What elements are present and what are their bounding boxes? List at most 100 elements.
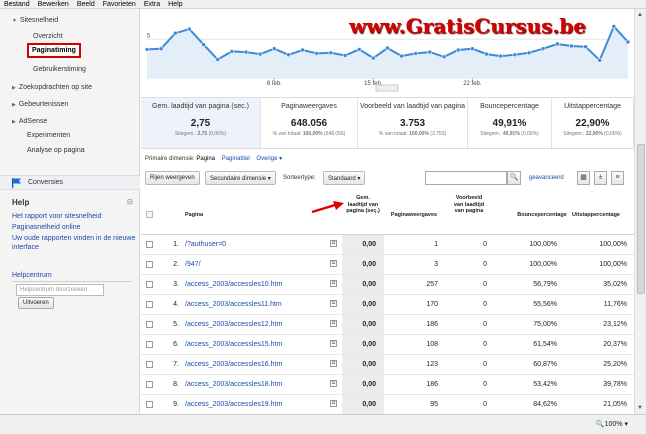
row-checkbox[interactable] <box>146 301 153 308</box>
pivot-view-icon[interactable]: ≡ <box>611 171 624 185</box>
menu-bewerken[interactable]: Bewerken <box>37 0 69 8</box>
sidebar-item-gebruikerstiming[interactable]: Gebruikerstiming <box>33 66 86 73</box>
cell-pageviews: 95 <box>430 401 438 408</box>
header-sample[interactable]: Voorbeeld van laadtijd van pagina <box>453 195 485 214</box>
table-row[interactable]: 3. /access_2003/accessles10.htm ⧉ 0,00 257 0 5… <box>141 275 634 295</box>
metric-label: Uitstappercentage <box>564 103 621 110</box>
scrollbar-thumb[interactable] <box>637 144 645 294</box>
page-link[interactable]: /access_2003/accessles11.htm <box>185 301 282 308</box>
page-link[interactable]: /access_2003/accessles16.htm <box>185 361 283 368</box>
page-link[interactable]: /access_2003/accessles18.htm <box>185 381 283 388</box>
page-link[interactable]: /access_2003/accessles15.htm <box>185 341 283 348</box>
page-link[interactable]: /947/ <box>185 261 201 268</box>
open-external-icon[interactable]: ⧉ <box>330 400 337 407</box>
row-checkbox[interactable] <box>146 321 153 328</box>
row-checkbox[interactable] <box>146 381 153 388</box>
cell-loadtime: 0,00 <box>362 241 376 248</box>
help-link-paginasnelheid[interactable]: Paginasnelheid online <box>12 224 81 231</box>
table-row[interactable]: 4. /access_2003/accessles11.htm ⧉ 0,00 170 0 5… <box>141 295 634 315</box>
search-icon[interactable]: 🔍 <box>507 171 521 185</box>
header-bounce[interactable]: Bouncepercentage <box>517 212 567 218</box>
open-external-icon[interactable]: ⧉ <box>330 340 337 347</box>
header-exit[interactable]: Uitstappercentage <box>572 212 620 218</box>
menu-bestand[interactable]: Bestand <box>4 0 30 8</box>
metric-card[interactable]: Uitstappercentage 22,90% Sitegem.: 22,90% … <box>552 98 634 148</box>
sidebar-link-analyse[interactable]: Analyse op pagina <box>27 147 85 154</box>
table-row[interactable]: 1. /?authuser=0 ⧉ 0,00 1 0 100,00% 100,00% <box>141 235 634 255</box>
cell-pageviews: 3 <box>434 261 438 268</box>
zoom-level[interactable]: 🔍100% ▾ <box>595 421 628 428</box>
menu-favorieten[interactable]: Favorieten <box>102 0 136 8</box>
cell-pageviews: 186 <box>426 381 438 388</box>
open-external-icon[interactable]: ⧉ <box>330 300 337 307</box>
dimension-paginatitel-link[interactable]: Paginatitel <box>221 156 250 162</box>
menu-help[interactable]: Help <box>168 0 183 8</box>
open-external-icon[interactable]: ⧉ <box>330 260 337 267</box>
page-link[interactable]: /access_2003/accessles12.htm <box>185 321 283 328</box>
row-checkbox[interactable] <box>146 281 153 288</box>
page-link[interactable]: /access_2003/accessles19.htm <box>185 401 283 408</box>
header-loadtime[interactable]: Gem. laadtijd van pagina (sec.) <box>346 195 380 214</box>
table-view-icon[interactable]: ▦ <box>577 171 590 185</box>
metric-card[interactable]: Gem. laadtijd van pagina (sec.) 2,75 Siteg… <box>141 98 261 148</box>
help-link-rapport[interactable]: Het rapport voor sitesnelheid <box>12 213 102 220</box>
vertical-scrollbar[interactable]: ▲ ▼ <box>634 9 646 414</box>
table-search-input[interactable] <box>425 171 507 185</box>
plot-rows-button[interactable]: Rijen weergeven <box>145 171 200 185</box>
metric-card[interactable]: Bouncepercentage 49,91% Sitegem.: 49,91% (… <box>468 98 552 148</box>
red-arrow-annotation <box>311 201 344 214</box>
metric-card[interactable]: Voorbeeld van laadtijd van pagina 3.753 % … <box>358 98 468 148</box>
select-all-checkbox[interactable] <box>146 211 153 218</box>
open-external-icon[interactable]: ⧉ <box>330 380 337 387</box>
data-point <box>371 55 376 61</box>
page-link[interactable]: /access_2003/accessles10.htm <box>185 281 283 288</box>
load-time-line-chart[interactable]: 5 8 feb. 15 feb. 22 feb. <box>141 9 634 97</box>
metric-card[interactable]: Paginaweergaves 648.056 % van totaal: 100,… <box>261 98 358 148</box>
open-external-icon[interactable]: ⧉ <box>330 280 337 287</box>
data-point <box>484 51 489 57</box>
data-point <box>611 24 617 29</box>
sidebar-group-gebeurtenissen[interactable]: ▶ Gebeurtenissen <box>12 101 69 108</box>
table-row[interactable]: 5. /access_2003/accessles12.htm ⧉ 0,00 186 0 7… <box>141 315 634 335</box>
table-row[interactable]: 7. /access_2003/accessles16.htm ⧉ 0,00 123 0 6… <box>141 355 634 375</box>
sidebar-section-sitesnelheid[interactable]: ▼ Sitesnelheid <box>12 17 59 24</box>
table-row[interactable]: 2. /947/ ⧉ 0,00 3 0 100,00% 100,00% <box>141 255 634 275</box>
sidebar-group-adsense[interactable]: ▶ AdSense <box>12 118 48 125</box>
collapse-icon[interactable]: ⊟ <box>127 199 133 206</box>
metric-sub: % van totaal: 100,00% (648.056) <box>272 131 346 137</box>
row-checkbox[interactable] <box>146 361 153 368</box>
helpcentrum-search-input[interactable]: Helpcentrum doorzoeken <box>16 284 104 296</box>
helpcentrum-title[interactable]: Helpcentrum <box>12 272 132 282</box>
helpcentrum-search-button[interactable]: Uitvoeren <box>18 297 54 309</box>
sidebar-item-paginatiming[interactable]: Paginatiming <box>27 43 81 58</box>
table-row[interactable]: 6. /access_2003/accessles15.htm ⧉ 0,00 108 0 6… <box>141 335 634 355</box>
page-link[interactable]: /?authuser=0 <box>185 241 227 248</box>
open-external-icon[interactable]: ⧉ <box>330 240 337 247</box>
row-checkbox[interactable] <box>146 261 153 268</box>
dimension-other-dropdown[interactable]: Overige ▾ <box>256 156 283 162</box>
sidebar-item-overzicht[interactable]: Overzicht <box>33 33 63 40</box>
scroll-down-icon[interactable]: ▼ <box>637 405 643 411</box>
advanced-filter-link[interactable]: geavanceerd <box>529 175 564 181</box>
table-row[interactable]: 9. /access_2003/accessles19.htm ⧉ 0,00 95 0 84… <box>141 395 634 415</box>
sidebar-group-zoekopdrachten[interactable]: ▶ Zoekopdrachten op site <box>12 84 93 91</box>
secondary-dimension-dropdown[interactable]: Secundaire dimensie ▾ <box>205 171 276 185</box>
sidebar-conversies[interactable]: Conversies <box>0 175 140 190</box>
menu-beeld[interactable]: Beeld <box>76 0 95 8</box>
header-pagina[interactable]: Pagina <box>185 212 204 218</box>
table-row[interactable]: 8. /access_2003/accessles18.htm ⧉ 0,00 186 0 5… <box>141 375 634 395</box>
row-checkbox[interactable] <box>146 401 153 408</box>
menu-extra[interactable]: Extra <box>143 0 161 8</box>
data-point <box>144 47 150 52</box>
row-checkbox[interactable] <box>146 341 153 348</box>
header-pageviews[interactable]: Paginaweergaves <box>390 212 438 218</box>
open-external-icon[interactable]: ⧉ <box>330 360 337 367</box>
open-external-icon[interactable]: ⧉ <box>330 320 337 327</box>
help-link-oude-rapporten[interactable]: Uw oude rapporten vinden in de nieuwe in… <box>12 235 136 251</box>
row-checkbox[interactable] <box>146 241 153 248</box>
compare-view-icon[interactable]: ± <box>594 171 607 185</box>
data-point <box>385 45 390 51</box>
sort-type-dropdown[interactable]: Standaard ▾ <box>323 171 366 185</box>
scroll-up-icon[interactable]: ▲ <box>637 12 643 18</box>
sidebar-link-experimenten[interactable]: Experimenten <box>27 132 71 139</box>
